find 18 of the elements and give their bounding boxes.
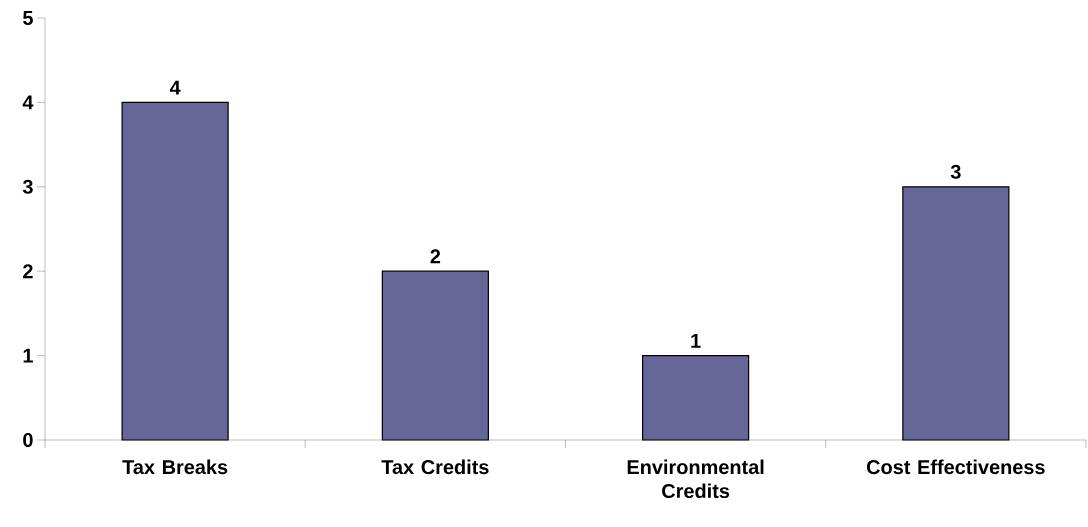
y-tick-label: 0	[23, 432, 33, 448]
bar	[642, 355, 750, 441]
bar	[121, 101, 229, 441]
x-tick-label: Environmental Credits	[627, 459, 764, 499]
y-tick-label: 2	[23, 264, 33, 279]
y-tick-label: 1	[23, 348, 33, 363]
y-tick-label: 5	[23, 11, 33, 25]
bar	[381, 270, 489, 441]
data-label: 1	[691, 333, 701, 348]
y-tick-label: 3	[22, 179, 33, 194]
x-tick-label: Tax Breaks	[122, 459, 228, 475]
bar	[902, 186, 1010, 441]
x-tick-label: Tax Credits	[381, 459, 489, 475]
y-tick-label: 4	[22, 95, 34, 110]
x-tick-label: Cost Effectiveness	[866, 459, 1045, 475]
data-label: 3	[950, 164, 961, 179]
data-label: 4	[169, 80, 181, 95]
data-label: 2	[430, 249, 441, 264]
